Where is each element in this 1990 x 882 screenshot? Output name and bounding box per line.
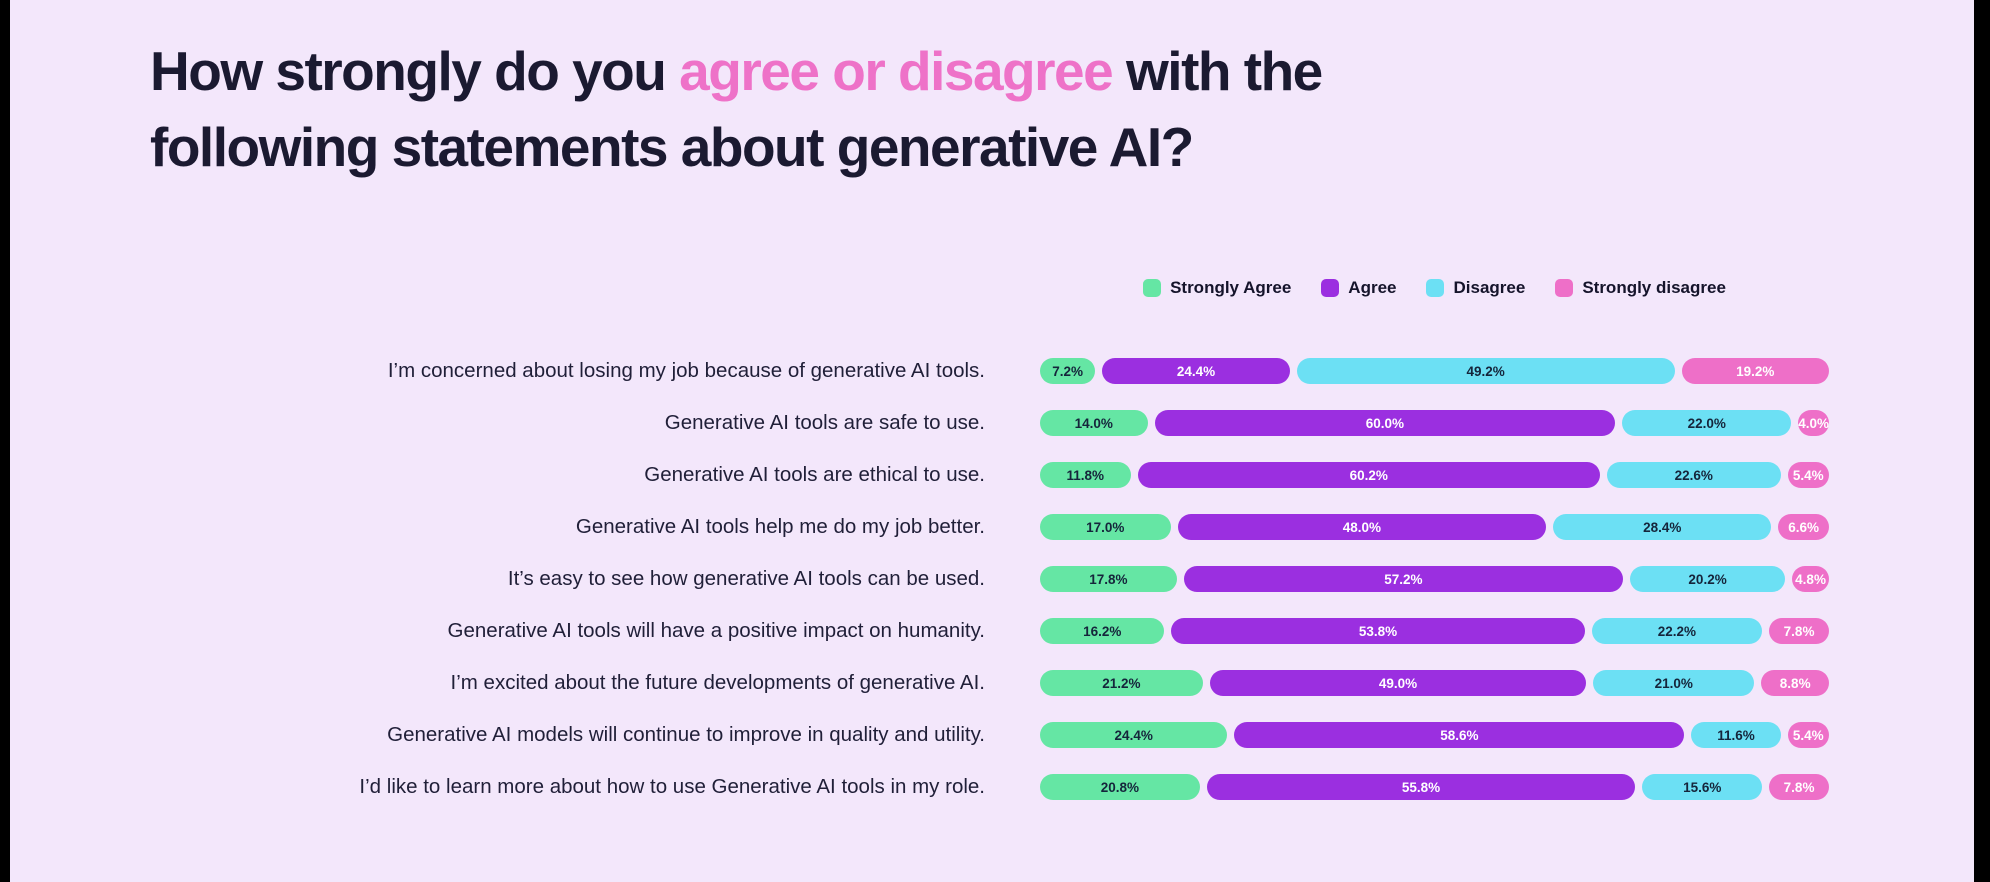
legend-label: Disagree	[1453, 278, 1526, 297]
chart-row: I’d like to learn more about how to use …	[150, 761, 1830, 813]
bar-stack: 21.2% 49.0% 21.0% 8.8%	[1040, 670, 1829, 696]
chart-row: It’s easy to see how generative AI tools…	[150, 553, 1829, 605]
legend-label: Strongly disagree	[1582, 278, 1726, 297]
bar-segment-strongly-agree: 17.8%	[1040, 566, 1177, 592]
legend-label: Strongly Agree	[1170, 278, 1292, 297]
chart-row: Generative AI tools are ethical to use. 1…	[150, 449, 1829, 501]
bar-stack: 16.2% 53.8% 22.2% 7.8%	[1040, 618, 1830, 644]
title-pre: How strongly do you	[150, 40, 680, 102]
bar-segment-strongly-agree: 11.8%	[1040, 462, 1131, 488]
title-line2: following statements about generative AI…	[150, 115, 1194, 178]
bar-stack: 14.0% 60.0% 22.0% 4.0%	[1040, 410, 1829, 436]
bar-segment-disagree: 20.2%	[1630, 566, 1786, 592]
bar-segment-disagree: 22.2%	[1591, 618, 1763, 644]
chart-row: Generative AI tools will have a positive…	[150, 605, 1830, 657]
statement-label: Generative AI tools are ethical to use.	[644, 463, 985, 486]
bar-segment-disagree: 22.6%	[1606, 462, 1781, 488]
left-edge-bar	[0, 0, 10, 882]
bar-segment-strongly-disagree: 6.6%	[1778, 514, 1829, 540]
bar-stack: 7.2% 24.4% 49.2% 19.2%	[1040, 358, 1829, 384]
statement-label: I’m concerned about losing my job becaus…	[387, 359, 985, 382]
bar-segment-agree: 57.2%	[1183, 566, 1623, 592]
bar-segment-disagree: 49.2%	[1296, 358, 1675, 384]
bar-segment-agree: 49.0%	[1209, 670, 1587, 696]
legend-item-disagree: Disagree	[1426, 278, 1525, 298]
bar-segment-strongly-disagree: 4.8%	[1792, 566, 1829, 592]
chart-row: I’m excited about the future development…	[150, 657, 1829, 709]
page-title: How strongly do you agree or disagree wi…	[150, 34, 1650, 186]
bar-segment-strongly-agree: 16.2%	[1040, 618, 1165, 644]
bar-segment-agree: 60.0%	[1154, 410, 1616, 436]
bar-segment-agree: 53.8%	[1171, 618, 1585, 644]
bar-segment-strongly-disagree: 7.8%	[1769, 774, 1830, 800]
bar-segment-strongly-agree: 24.4%	[1040, 722, 1228, 748]
bar-segment-strongly-agree: 20.8%	[1040, 774, 1200, 800]
bar-segment-strongly-disagree: 4.0%	[1798, 410, 1829, 436]
bar-stack: 20.8% 55.8% 15.6% 7.8%	[1040, 774, 1830, 800]
legend-swatch-strongly-disagree	[1555, 279, 1574, 297]
statement-label: Generative AI tools are safe to use.	[664, 411, 985, 434]
bar-segment-strongly-disagree: 5.4%	[1787, 722, 1829, 748]
bar-segment-strongly-agree: 17.0%	[1040, 514, 1171, 540]
statement-label: Generative AI tools will have a positive…	[447, 619, 985, 642]
right-edge-bar	[1974, 0, 1990, 882]
survey-chart-page: How strongly do you agree or disagree wi…	[10, 0, 1974, 882]
legend-label: Agree	[1348, 278, 1397, 297]
bar-segment-disagree: 21.0%	[1593, 670, 1755, 696]
bar-segment-strongly-disagree: 19.2%	[1681, 358, 1829, 384]
chart-row: I’m concerned about losing my job becaus…	[150, 345, 1829, 397]
statement-label: Generative AI tools help me do my job be…	[575, 515, 985, 538]
bar-segment-disagree: 11.6%	[1691, 722, 1781, 748]
bar-segment-strongly-disagree: 7.8%	[1769, 618, 1830, 644]
chart-row: Generative AI tools help me do my job be…	[150, 501, 1829, 553]
title-highlight: agree or disagree	[679, 40, 1114, 102]
bar-segment-strongly-agree: 14.0%	[1040, 410, 1148, 436]
chart-rows: I’m concerned about losing my job becaus…	[150, 345, 1830, 813]
statement-label: It’s easy to see how generative AI tools…	[507, 567, 985, 590]
legend-item-agree: Agree	[1321, 278, 1396, 298]
statement-label: I’d like to learn more about how to use …	[359, 775, 985, 798]
bar-segment-agree: 58.6%	[1234, 722, 1685, 748]
legend-item-strongly-agree: Strongly Agree	[1143, 278, 1291, 298]
legend-item-strongly-disagree: Strongly disagree	[1555, 278, 1726, 298]
bar-stack: 17.8% 57.2% 20.2% 4.8%	[1040, 566, 1829, 592]
chart-row: Generative AI tools are safe to use. 14.0…	[150, 397, 1829, 449]
legend-swatch-agree	[1321, 279, 1340, 297]
bar-segment-strongly-disagree: 8.8%	[1761, 670, 1829, 696]
legend-swatch-strongly-agree	[1143, 279, 1162, 297]
bar-stack: 11.8% 60.2% 22.6% 5.4%	[1040, 462, 1829, 488]
statement-label: Generative AI models will continue to im…	[387, 723, 985, 746]
bar-segment-agree: 60.2%	[1137, 462, 1600, 488]
bar-segment-strongly-agree: 21.2%	[1040, 670, 1203, 696]
chart-legend: Strongly Agree Agree Disagree Strongly disa…	[1040, 278, 1829, 298]
bar-segment-strongly-agree: 7.2%	[1040, 358, 1096, 384]
bar-segment-agree: 24.4%	[1102, 358, 1290, 384]
chart-row: Generative AI models will continue to im…	[150, 709, 1829, 761]
statement-label: I’m excited about the future development…	[450, 671, 985, 694]
bar-segment-strongly-disagree: 5.4%	[1787, 462, 1829, 488]
bar-segment-disagree: 15.6%	[1642, 774, 1763, 800]
title-post: with the	[1112, 40, 1323, 102]
bar-segment-agree: 48.0%	[1177, 514, 1547, 540]
legend-swatch-disagree	[1426, 279, 1445, 297]
bar-segment-agree: 55.8%	[1206, 774, 1636, 800]
bar-stack: 24.4% 58.6% 11.6% 5.4%	[1040, 722, 1829, 748]
bar-stack: 17.0% 48.0% 28.4% 6.6%	[1040, 514, 1829, 540]
bar-segment-disagree: 28.4%	[1553, 514, 1772, 540]
bar-segment-disagree: 22.0%	[1622, 410, 1792, 436]
